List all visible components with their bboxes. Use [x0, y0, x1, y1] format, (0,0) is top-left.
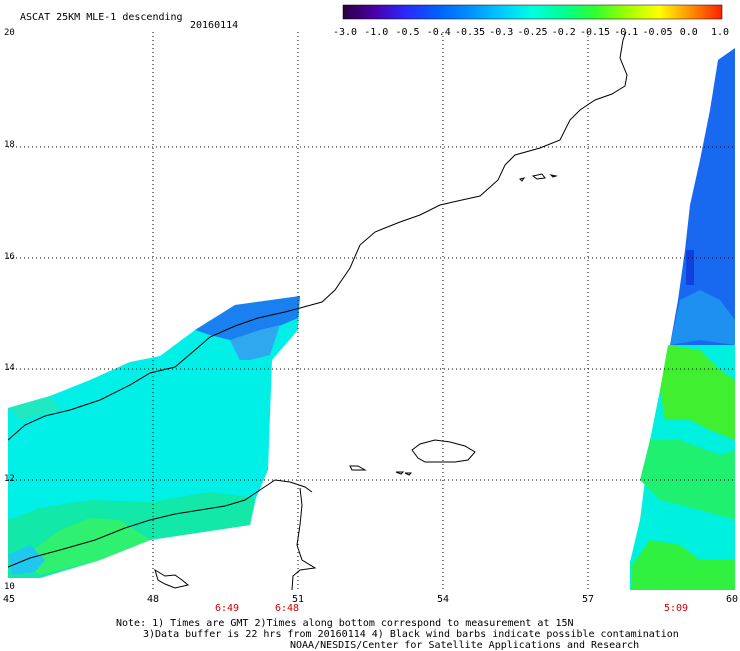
coastline [7, 31, 628, 591]
lon-label-48: 48 [147, 594, 160, 605]
colorbar-label: 0.0 [679, 27, 698, 38]
pass-time-1: 6:49 [215, 603, 240, 614]
east-swath [630, 48, 735, 590]
colorbar-label: -0.3 [489, 27, 514, 38]
lon-label-60: 60 [726, 594, 739, 605]
colorbar-label: -0.35 [454, 27, 486, 38]
colorbar-label: -0.4 [426, 27, 451, 38]
footer-note-1: Note: 1) Times are GMT 2)Times along bot… [116, 618, 574, 629]
lon-label-54: 54 [437, 594, 450, 605]
lon-label-57: 57 [582, 594, 595, 605]
lat-label-18: 18 [4, 140, 15, 150]
date-label: 20160114 [190, 20, 239, 31]
pass-time-2: 6:48 [275, 603, 300, 614]
footer-note-3: NOAA/NESDIS/Center for Satellite Applica… [290, 640, 640, 651]
colorbar-label: -0.05 [642, 27, 673, 38]
lat-label-12: 12 [4, 474, 15, 484]
footer-note-2: 3)Data buffer is 22 hrs from 20160114 4)… [143, 629, 679, 640]
lon-label-51: 51 [292, 594, 305, 605]
colorbar [342, 4, 723, 20]
colorbar-label: 1.0 [710, 27, 730, 38]
lat-label-14: 14 [4, 363, 15, 373]
colorbar-label: -0.15 [579, 27, 611, 38]
lat-label-10: 10 [4, 582, 15, 592]
colorbar-label: -0.1 [614, 27, 639, 38]
colorbar-label: -1.0 [364, 27, 389, 38]
lat-label-16: 16 [4, 252, 15, 262]
lat-lon-grid [8, 32, 736, 590]
colorbar-label: -0.2 [551, 27, 576, 38]
lon-label-45: 45 [3, 594, 16, 605]
colorbar-label: -0.5 [395, 27, 420, 38]
pass-time-3: 5:09 [664, 603, 689, 614]
colorbar-label: -3.0 [332, 27, 358, 38]
product-title: ASCAT 25KM MLE-1 descending [20, 12, 183, 23]
west-swath [8, 296, 300, 578]
colorbar-label: -0.25 [517, 27, 548, 38]
lat-label-20: 20 [4, 28, 15, 38]
colorbar-gradient [342, 4, 723, 20]
